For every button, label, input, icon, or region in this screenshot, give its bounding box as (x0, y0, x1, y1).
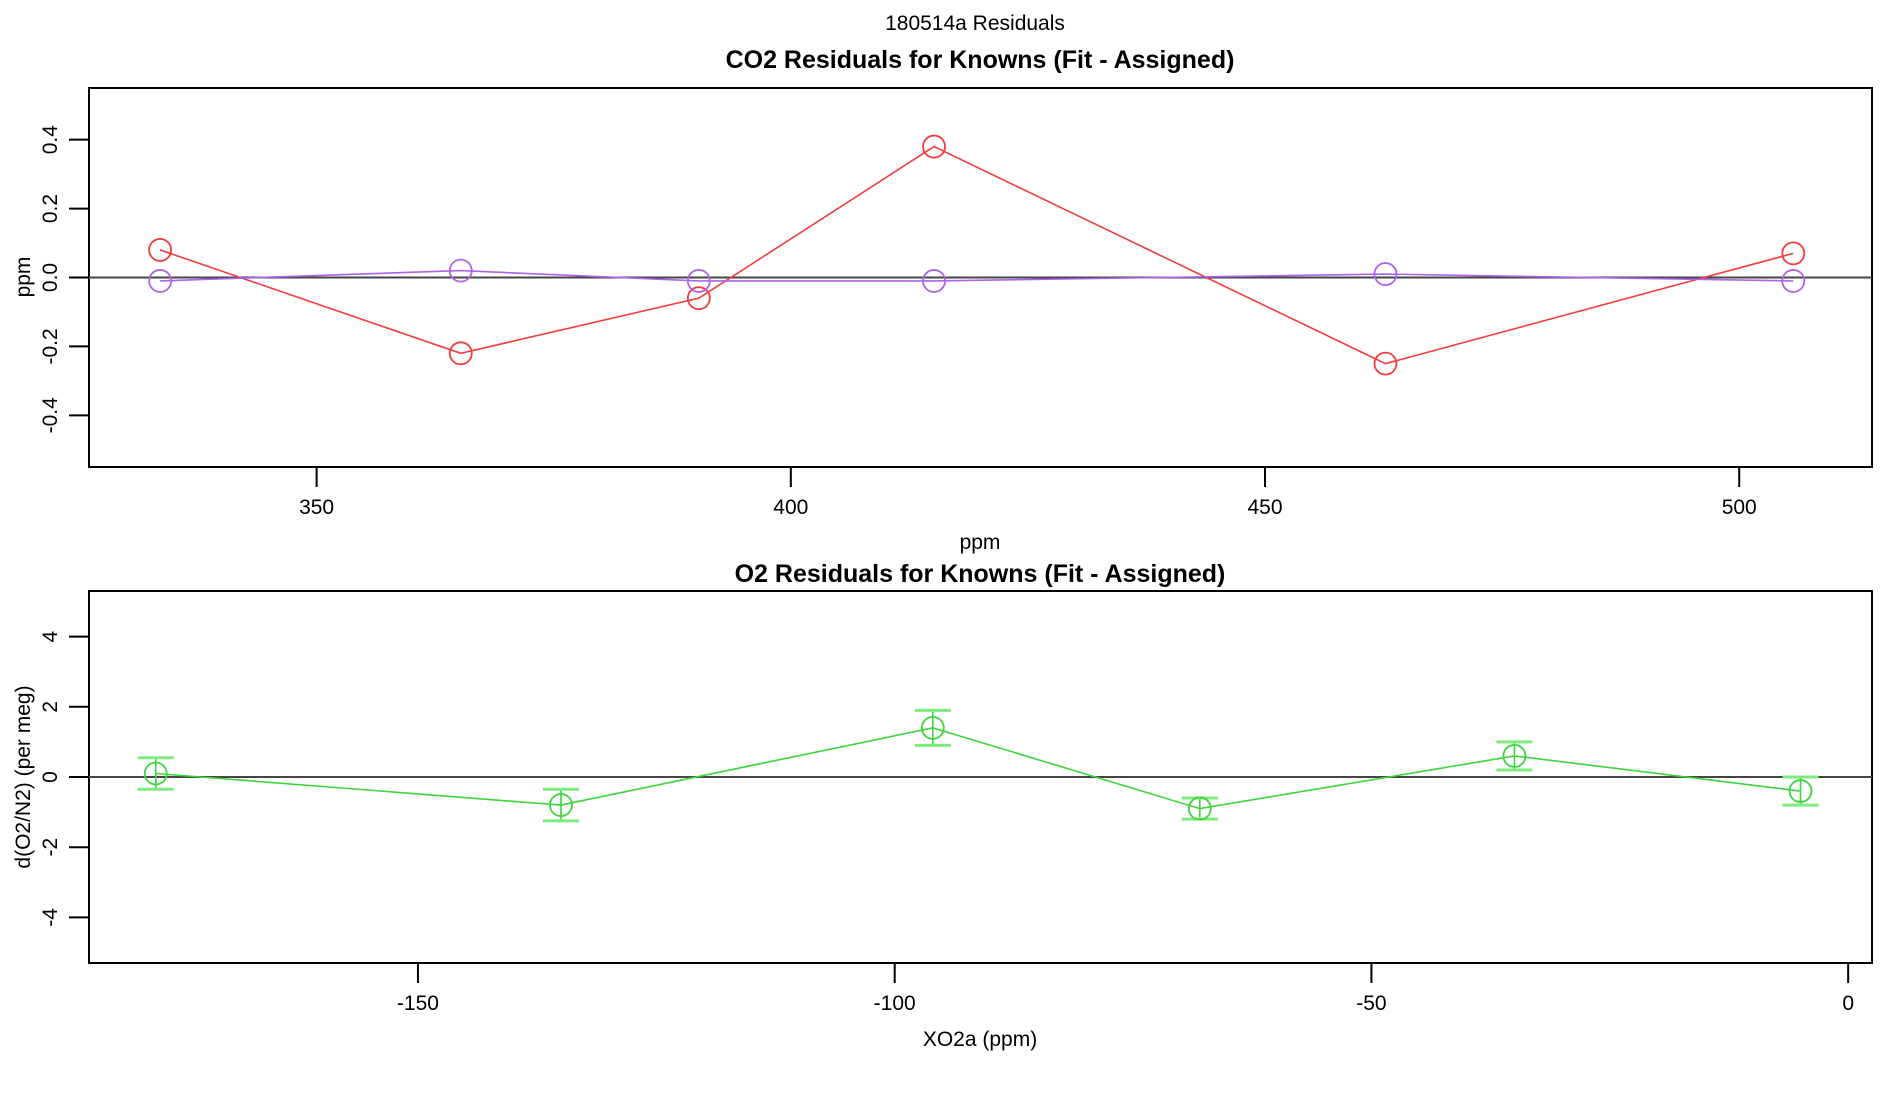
y-tick-label: 0.0 (39, 263, 62, 292)
x-tick-label: 450 (1247, 496, 1282, 519)
x-tick-label: -150 (397, 992, 439, 1015)
x-tick-label: -100 (874, 992, 916, 1015)
x-tick-label: 500 (1722, 496, 1757, 519)
co2-chart-area: 350 400 450 500 -0.4 -0.2 0.0 0.2 0.4 (39, 87, 1873, 519)
co2-residual-purple-point (686, 269, 711, 293)
co2-residual-purple-line (160, 269, 1794, 282)
y-tick-label: -2 (39, 838, 62, 857)
y-tick-label: 2 (39, 701, 62, 713)
co2-xaxis-label: ppm (960, 531, 1001, 554)
co2-residual-red-point (922, 134, 946, 159)
figure-title: 180514a Residuals (885, 12, 1065, 35)
x-tick-label: -50 (1356, 992, 1386, 1015)
co2-residual-purple-point (1781, 269, 1806, 293)
x-tick-label: 0 (1842, 992, 1854, 1015)
y-tick-label: 0 (39, 771, 62, 783)
co2-residual-purple-point (148, 269, 173, 293)
y-tick-label: -0.4 (39, 397, 62, 434)
co2-residual-red-point (148, 238, 173, 262)
o2-residual-green-point (1788, 779, 1813, 803)
co2-residual-red-point (1373, 351, 1398, 376)
y-tick-label: -4 (39, 908, 62, 927)
co2-residual-red-point (686, 286, 711, 311)
o2-residual-green-point (920, 715, 945, 740)
o2-residual-green-point (1502, 744, 1527, 768)
co2-residual-purple-point (448, 258, 473, 283)
x-tick-label: 400 (773, 496, 808, 519)
o2-residual-green-point (549, 793, 573, 817)
o2-chart-title: O2 Residuals for Knowns (Fit - Assigned) (735, 560, 1226, 588)
y-tick-label: 4 (39, 630, 62, 642)
o2-residual-green-point (1187, 796, 1212, 821)
o2-chart-area: -150 -100 -50 0 -4 -2 0 2 4 (39, 590, 1873, 1015)
o2-xaxis-label: XO2a (ppm) (923, 1028, 1037, 1051)
y-tick-label: 0.2 (39, 194, 62, 223)
y-tick-label: 0.4 (39, 125, 62, 155)
o2-residual-green-line (155, 727, 1801, 810)
co2-residual-purple-point (1373, 262, 1398, 286)
o2-residual-green-point (143, 761, 168, 786)
x-tick-label: 350 (299, 496, 334, 519)
co2-yaxis-label: ppm (12, 257, 35, 298)
y-tick-label: -0.2 (39, 328, 62, 364)
co2-residual-red-point (1781, 241, 1806, 266)
o2-yaxis-label: d(O2/N2) (per meg) (12, 685, 35, 868)
co2-residual-red-line (159, 145, 1794, 365)
co2-chart-title: CO2 Residuals for Knowns (Fit - Assigned… (726, 46, 1235, 74)
co2-residual-purple-point (922, 269, 946, 293)
co2-residual-red-point (448, 341, 473, 366)
